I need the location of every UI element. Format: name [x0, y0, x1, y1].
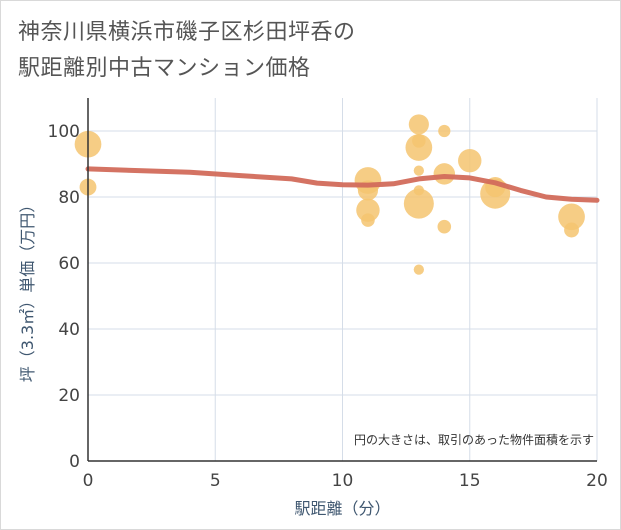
data-point-bubble	[558, 203, 585, 231]
data-point-bubble	[458, 148, 482, 173]
data-point-bubble	[408, 114, 429, 135]
y-tick-label: 0	[69, 452, 80, 472]
data-point-bubble	[564, 222, 579, 238]
x-tick-label: 15	[459, 471, 481, 491]
size-legend-note: 円の大きさは、取引のあった物件面積を示す	[354, 432, 594, 447]
data-point-bubble	[438, 124, 451, 138]
chart-title-line-2: 駅距離別中古マンション価格	[18, 56, 311, 81]
y-tick-label: 20	[58, 386, 80, 406]
data-point-bubble	[413, 165, 424, 176]
y-tick-label: 40	[58, 320, 80, 340]
trend-line	[85, 166, 600, 203]
chart-title: 神奈川県横浜市磯子区杉田坪呑の 駅距離別中古マンション価格	[18, 15, 356, 87]
data-point-bubble	[356, 198, 380, 222]
data-point-bubble	[433, 163, 456, 185]
y-tick-label: 80	[58, 188, 80, 208]
chart-title-line-1: 神奈川県横浜市磯子区杉田坪呑の	[18, 20, 356, 45]
y-tick-label: 100	[48, 122, 80, 142]
x-axis-title: 駅距離（分）	[294, 499, 390, 518]
data-point-bubble	[361, 213, 375, 227]
x-tick-label: 10	[332, 471, 354, 491]
data-point-bubble	[405, 134, 433, 161]
y-axis-title: 坪（3.3㎡）単価（万円）	[18, 197, 37, 382]
data-point-bubble	[403, 188, 434, 219]
y-tick-label: 60	[58, 254, 80, 274]
x-tick-label: 5	[210, 471, 221, 491]
x-tick-label: 0	[83, 471, 94, 491]
x-tick-label: 20	[586, 471, 608, 491]
data-point-bubble	[413, 264, 424, 275]
data-point-bubble	[437, 219, 452, 234]
